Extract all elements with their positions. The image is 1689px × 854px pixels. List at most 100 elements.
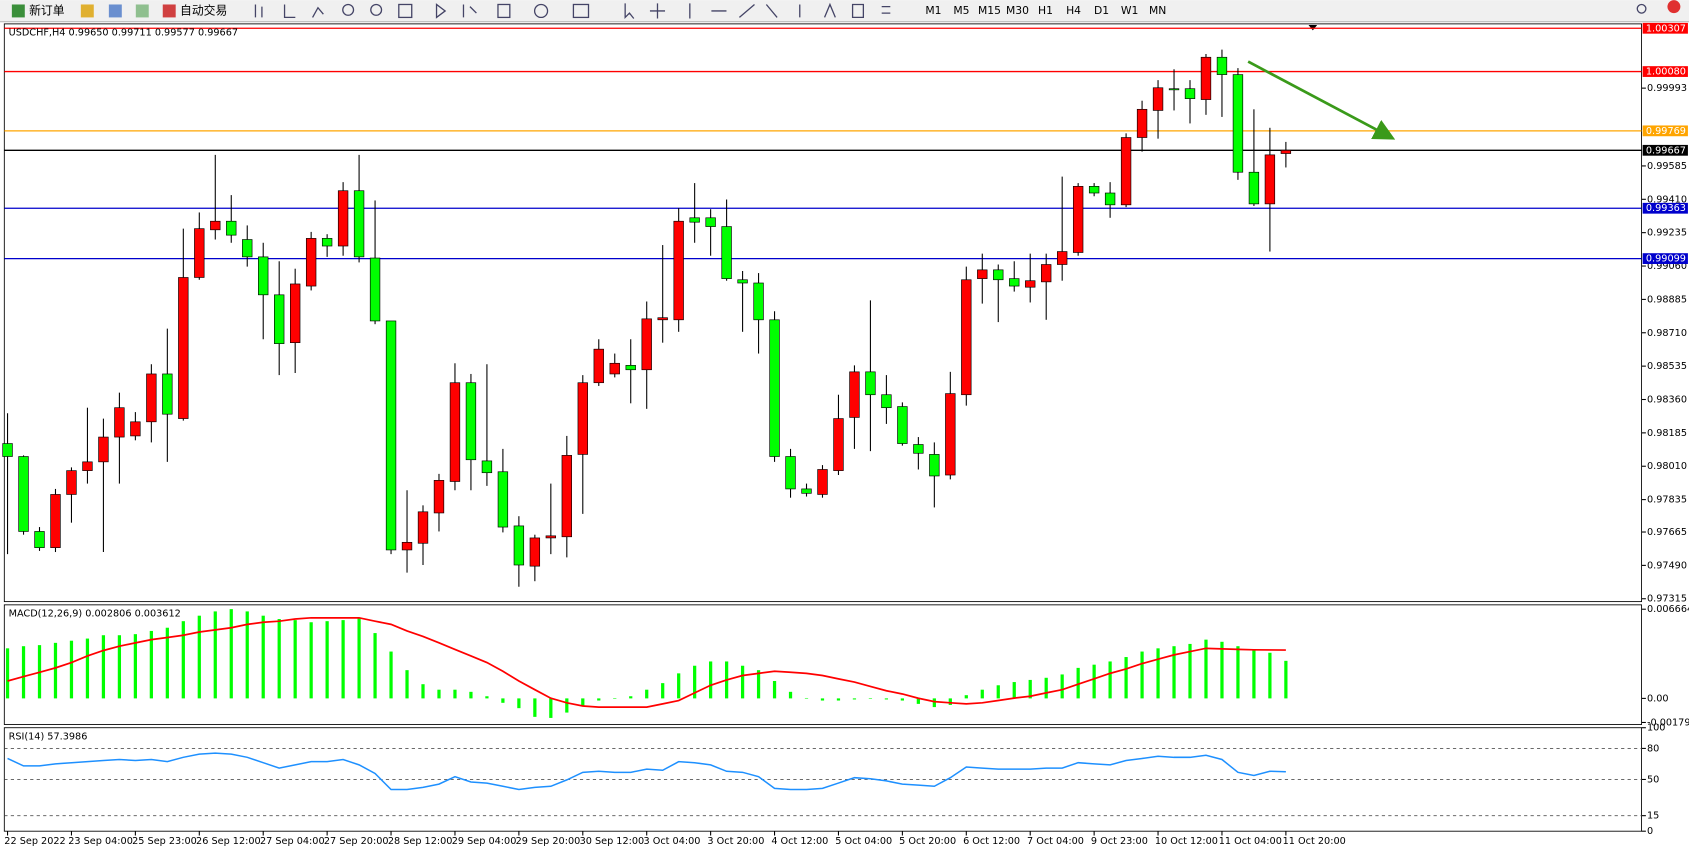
zoom-in[interactable] (342, 3, 355, 16)
candle-body (337, 190, 349, 247)
y-tick-label: 0.97490 (1647, 560, 1687, 571)
candle-body (433, 480, 445, 514)
drawing-tools[interactable] (624, 2, 891, 19)
level-label-box (1642, 125, 1688, 137)
y-tick-label: 0.97665 (1647, 527, 1687, 538)
candle-body (34, 531, 45, 548)
macd-bar (772, 680, 777, 699)
level-label-box (1642, 253, 1688, 264)
macd-bar (756, 670, 761, 699)
candle-body (353, 190, 365, 258)
candle-body (897, 406, 908, 444)
macd-bar (820, 698, 825, 701)
level-label-box (1642, 144, 1688, 156)
candle-body (465, 382, 477, 461)
macd-bar (1140, 651, 1144, 699)
candle-body (130, 421, 141, 437)
macd-bar (581, 698, 585, 707)
macd-bar (932, 698, 936, 708)
notification-badge[interactable] (1667, 0, 1681, 14)
candle-body (577, 382, 588, 455)
x-tick-label: 25 Sep 23:00 (132, 836, 197, 847)
x-tick-label: 28 Sep 12:00 (388, 836, 453, 847)
candle-body (865, 371, 876, 396)
templates[interactable] (572, 3, 590, 19)
panel-title: MACD(12,26,9) 0.002806 0.003612 (9, 608, 181, 619)
x-tick-label: 5 Oct 04:00 (835, 836, 892, 847)
candle-body (1232, 74, 1244, 173)
x-tick-label: 11 Oct 04:00 (1219, 836, 1282, 847)
macd-bar (341, 620, 345, 699)
chart-type-icons[interactable] (254, 4, 324, 19)
macd-bar (1044, 677, 1048, 699)
macd-bar (325, 621, 329, 699)
macd-bar (900, 698, 904, 701)
x-tick-label: 3 Oct 20:00 (707, 836, 764, 847)
level-label: 1.00307 (1646, 23, 1686, 34)
macd-bar (884, 698, 889, 700)
timeframe-button[interactable]: H4 (1066, 4, 1081, 17)
x-tick-label: 26 Sep 12:00 (196, 836, 261, 847)
y-tick-label: 50 (1647, 774, 1659, 785)
macd-bar (1220, 641, 1224, 699)
y-tick-label: 100 (1647, 723, 1666, 734)
macd-bar (1028, 679, 1032, 699)
timeframe-button[interactable]: D1 (1094, 4, 1109, 17)
y-tick-label: 0.98185 (1647, 428, 1687, 439)
timeframe-button[interactable]: M5 (953, 4, 969, 17)
timeframe-button[interactable]: M1 (925, 4, 941, 17)
timeframe-button[interactable]: M30 (1006, 4, 1029, 17)
macd-bar (149, 630, 153, 699)
macd-bar (852, 698, 857, 700)
level-label-box (1642, 22, 1688, 34)
y-tick-label: 0.99993 (1647, 83, 1687, 94)
timeframe-button[interactable]: H1 (1038, 4, 1053, 17)
search[interactable] (1636, 3, 1647, 14)
candle-body (258, 256, 269, 296)
macd-bar (597, 698, 601, 701)
macd-bar (85, 638, 90, 699)
tool-icon[interactable] (135, 4, 149, 18)
candle-body (625, 365, 636, 371)
candle-body (18, 456, 29, 532)
candle-body (210, 220, 221, 231)
tool-icon[interactable] (80, 4, 94, 18)
macd-bar (1108, 661, 1112, 699)
timeframe-button[interactable]: M15 (978, 4, 1001, 17)
scroll-icons[interactable] (435, 3, 477, 19)
macd-bar (485, 696, 489, 699)
macd-bar (293, 620, 297, 699)
candle-body (977, 269, 988, 279)
candle-body (641, 318, 652, 371)
new-order-icon[interactable] (11, 4, 25, 18)
macd-panel (3, 604, 1643, 725)
timeframe-button[interactable]: MN (1149, 4, 1166, 17)
macd-bar (1156, 648, 1160, 699)
indicators[interactable] (497, 3, 511, 19)
candle-body (689, 217, 700, 223)
x-tick-label: 27 Sep 20:00 (324, 836, 389, 847)
timeframe-button[interactable]: W1 (1121, 4, 1139, 17)
periods[interactable] (533, 3, 549, 19)
x-tick-label: 10 Oct 12:00 (1155, 836, 1218, 847)
new-order-button[interactable]: 新订单 (29, 3, 65, 17)
zoom-out[interactable] (370, 3, 383, 16)
candle-body (1009, 278, 1020, 287)
candle-body (785, 456, 796, 490)
candle-body (1041, 264, 1052, 283)
macd-bar (357, 617, 361, 699)
macd-bar (788, 691, 793, 699)
level-label: 0.99769 (1646, 126, 1686, 137)
candle-body (881, 394, 892, 409)
x-tick-label: 29 Sep 20:00 (516, 836, 581, 847)
auto-trading-button[interactable]: 自动交易 (180, 3, 227, 17)
y-tick-label: 0.99410 (1647, 194, 1687, 205)
auto-trading-icon[interactable] (162, 4, 176, 18)
macd-bar (181, 621, 185, 699)
macd-bar (629, 696, 633, 699)
tile[interactable] (398, 3, 413, 19)
tool-icon[interactable] (108, 4, 122, 18)
panel-title: USDCHF,H4 0.99650 0.99711 0.99577 0.9966… (9, 28, 238, 39)
candle-body (609, 362, 620, 375)
macd-bar (245, 611, 249, 699)
